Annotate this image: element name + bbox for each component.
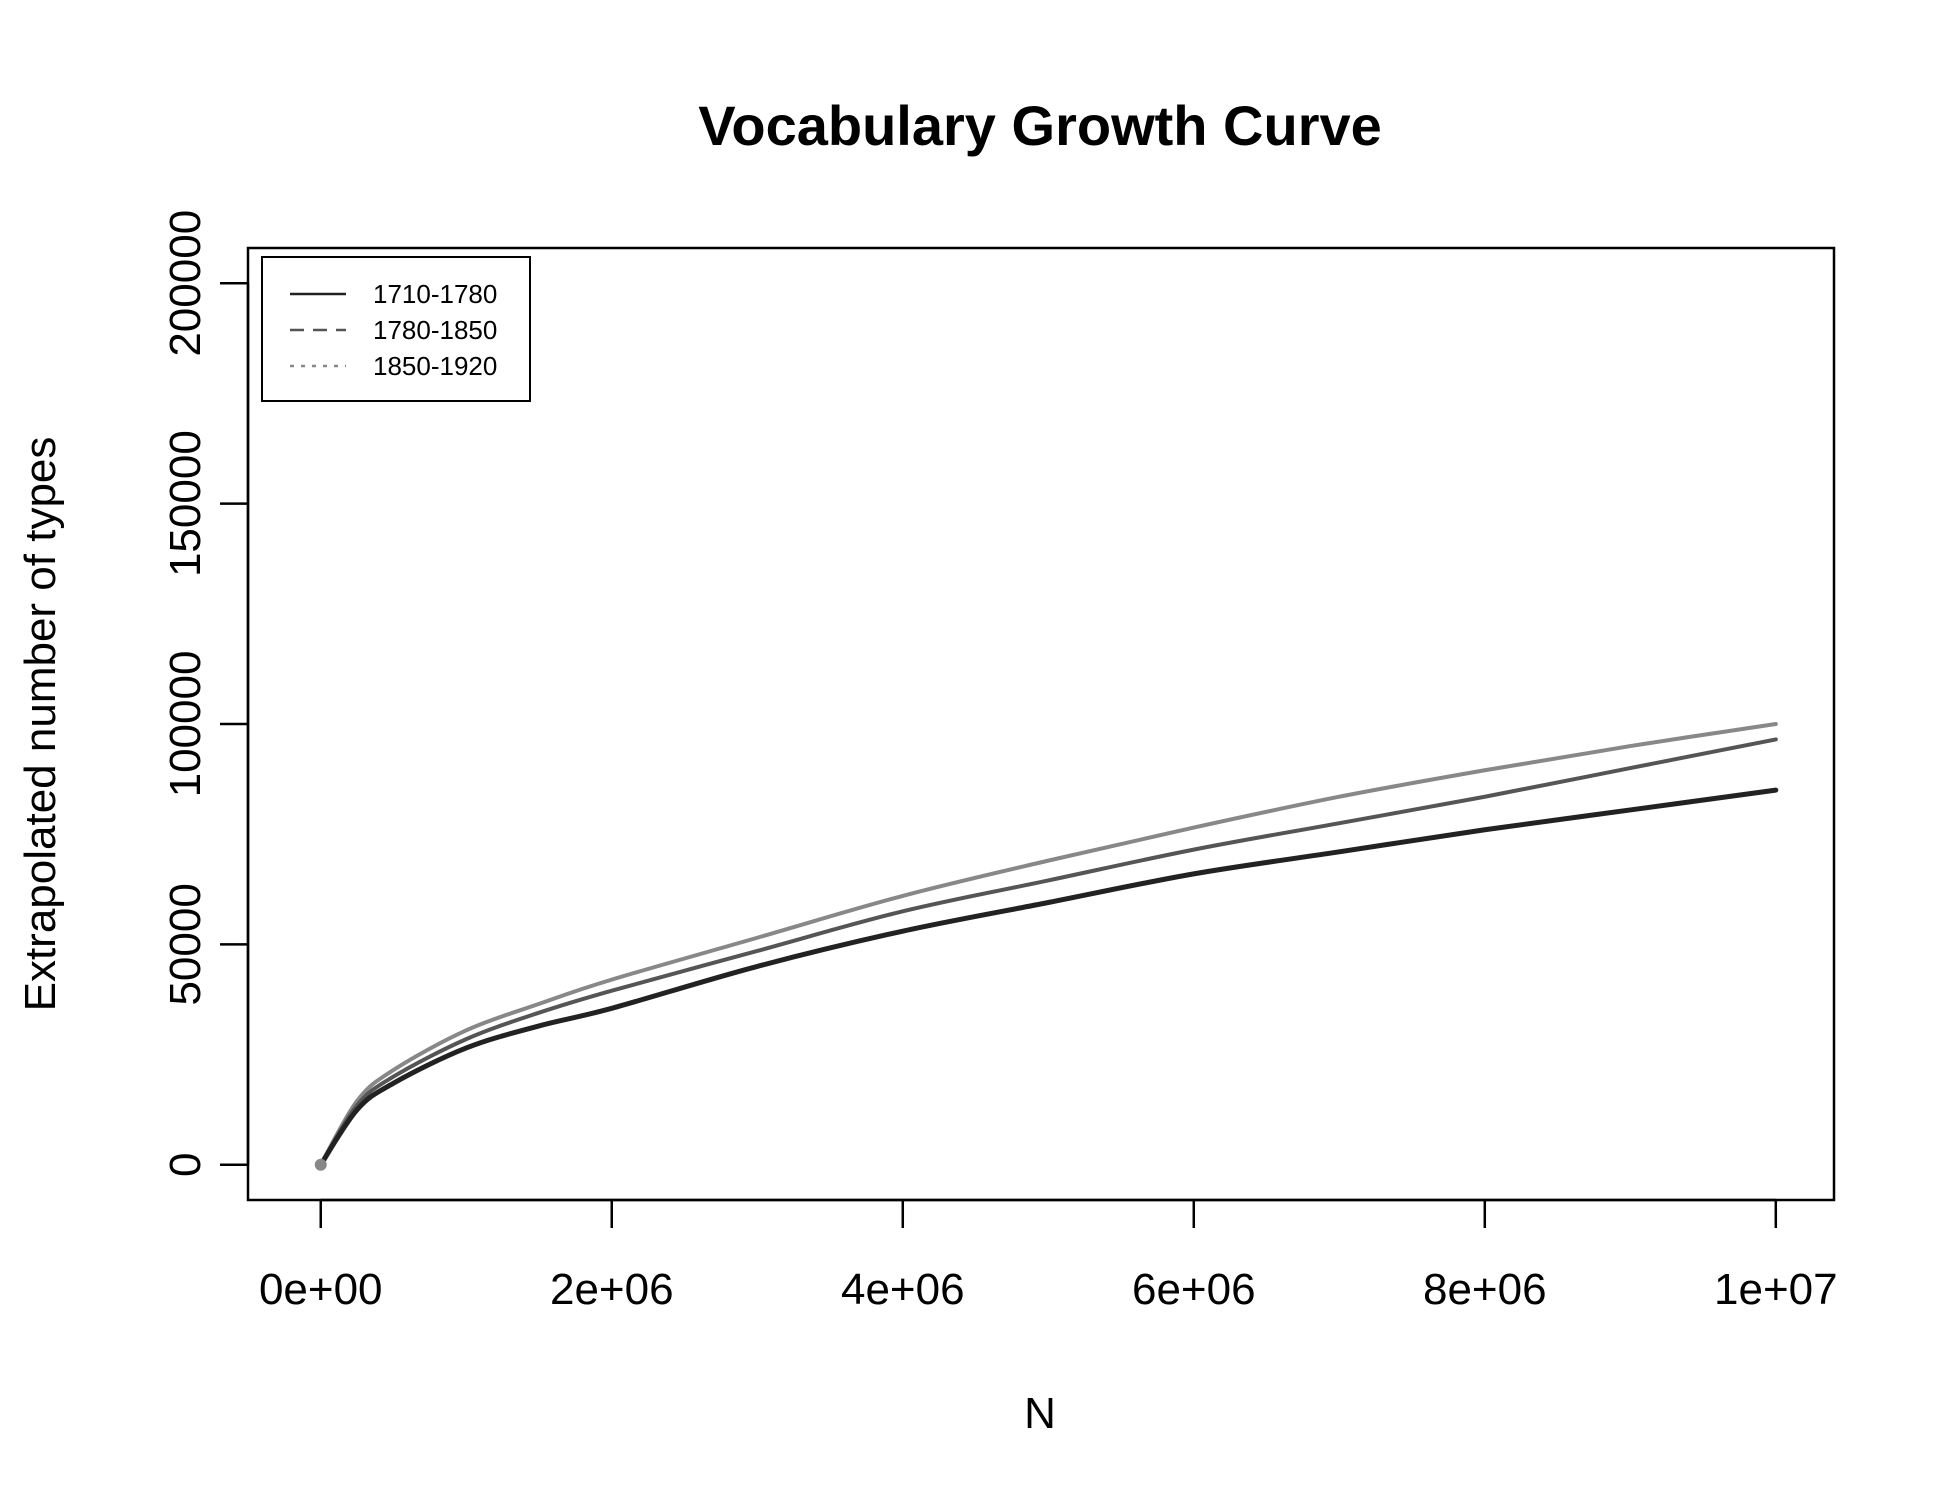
series-line-1850-1920 xyxy=(318,722,1778,1167)
x-tick-label: 8e+06 xyxy=(1423,1265,1547,1314)
legend-label: 1850-1920 xyxy=(373,351,497,381)
y-tick-label: 150000 xyxy=(161,430,210,577)
legend: 1710-1780 1780-1850 1850-1920 xyxy=(261,256,531,402)
x-axis-title: N xyxy=(1024,1389,1056,1438)
legend-label: 1710-1780 xyxy=(373,279,497,309)
legend-box xyxy=(261,256,531,402)
y-axis-title: Extrapolated number of types xyxy=(16,437,65,1012)
y-tick-label: 50000 xyxy=(161,883,210,1005)
series-line-1710-1780 xyxy=(318,787,1779,1168)
x-tick-label: 4e+06 xyxy=(841,1265,965,1314)
y-axis: 0 50000 100000 150000 200000 xyxy=(161,210,250,1177)
x-tick-label: 1e+07 xyxy=(1714,1265,1838,1314)
x-axis: 0e+00 2e+06 4e+06 6e+06 8e+06 1e+07 xyxy=(259,1198,1838,1314)
series-line-1780-1850 xyxy=(318,737,1778,1167)
y-tick-label: 0 xyxy=(161,1152,210,1176)
origin-point xyxy=(314,1158,327,1171)
x-tick-label: 0e+00 xyxy=(259,1265,383,1314)
y-tick-label: 100000 xyxy=(161,651,210,798)
legend-label: 1780-1850 xyxy=(373,315,497,345)
x-tick-label: 6e+06 xyxy=(1132,1265,1256,1314)
chart-title: Vocabulary Growth Curve xyxy=(698,94,1382,157)
x-tick-label: 2e+06 xyxy=(550,1265,674,1314)
y-tick-label: 200000 xyxy=(161,210,210,357)
series-layer xyxy=(314,722,1779,1171)
